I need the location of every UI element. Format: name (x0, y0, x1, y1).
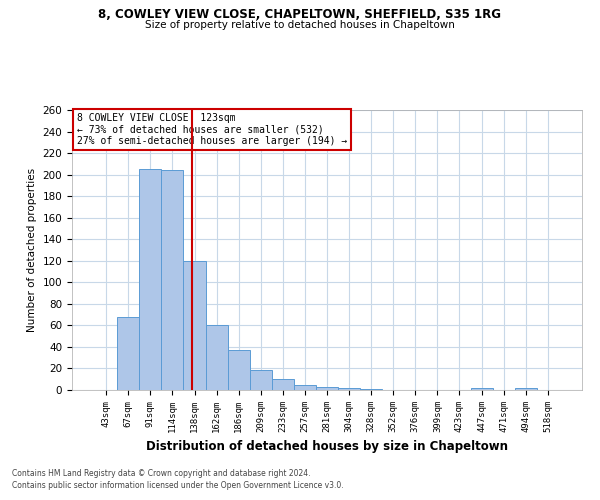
Text: Contains public sector information licensed under the Open Government Licence v3: Contains public sector information licen… (12, 481, 344, 490)
Text: Size of property relative to detached houses in Chapeltown: Size of property relative to detached ho… (145, 20, 455, 30)
Text: 8 COWLEY VIEW CLOSE: 123sqm
← 73% of detached houses are smaller (532)
27% of se: 8 COWLEY VIEW CLOSE: 123sqm ← 73% of det… (77, 113, 347, 146)
Bar (272, 379, 294, 390)
Bar (515, 388, 537, 390)
Bar (161, 170, 184, 390)
Bar (206, 326, 227, 390)
Bar (117, 317, 139, 390)
Bar (227, 350, 250, 390)
Bar (316, 387, 338, 390)
X-axis label: Distribution of detached houses by size in Chapeltown: Distribution of detached houses by size … (146, 440, 508, 454)
Bar (294, 384, 316, 390)
Bar (470, 388, 493, 390)
Text: 8, COWLEY VIEW CLOSE, CHAPELTOWN, SHEFFIELD, S35 1RG: 8, COWLEY VIEW CLOSE, CHAPELTOWN, SHEFFI… (98, 8, 502, 20)
Bar (338, 388, 360, 390)
Y-axis label: Number of detached properties: Number of detached properties (27, 168, 37, 332)
Bar (360, 389, 382, 390)
Bar (250, 370, 272, 390)
Text: Contains HM Land Registry data © Crown copyright and database right 2024.: Contains HM Land Registry data © Crown c… (12, 468, 311, 477)
Bar (139, 169, 161, 390)
Bar (184, 261, 206, 390)
